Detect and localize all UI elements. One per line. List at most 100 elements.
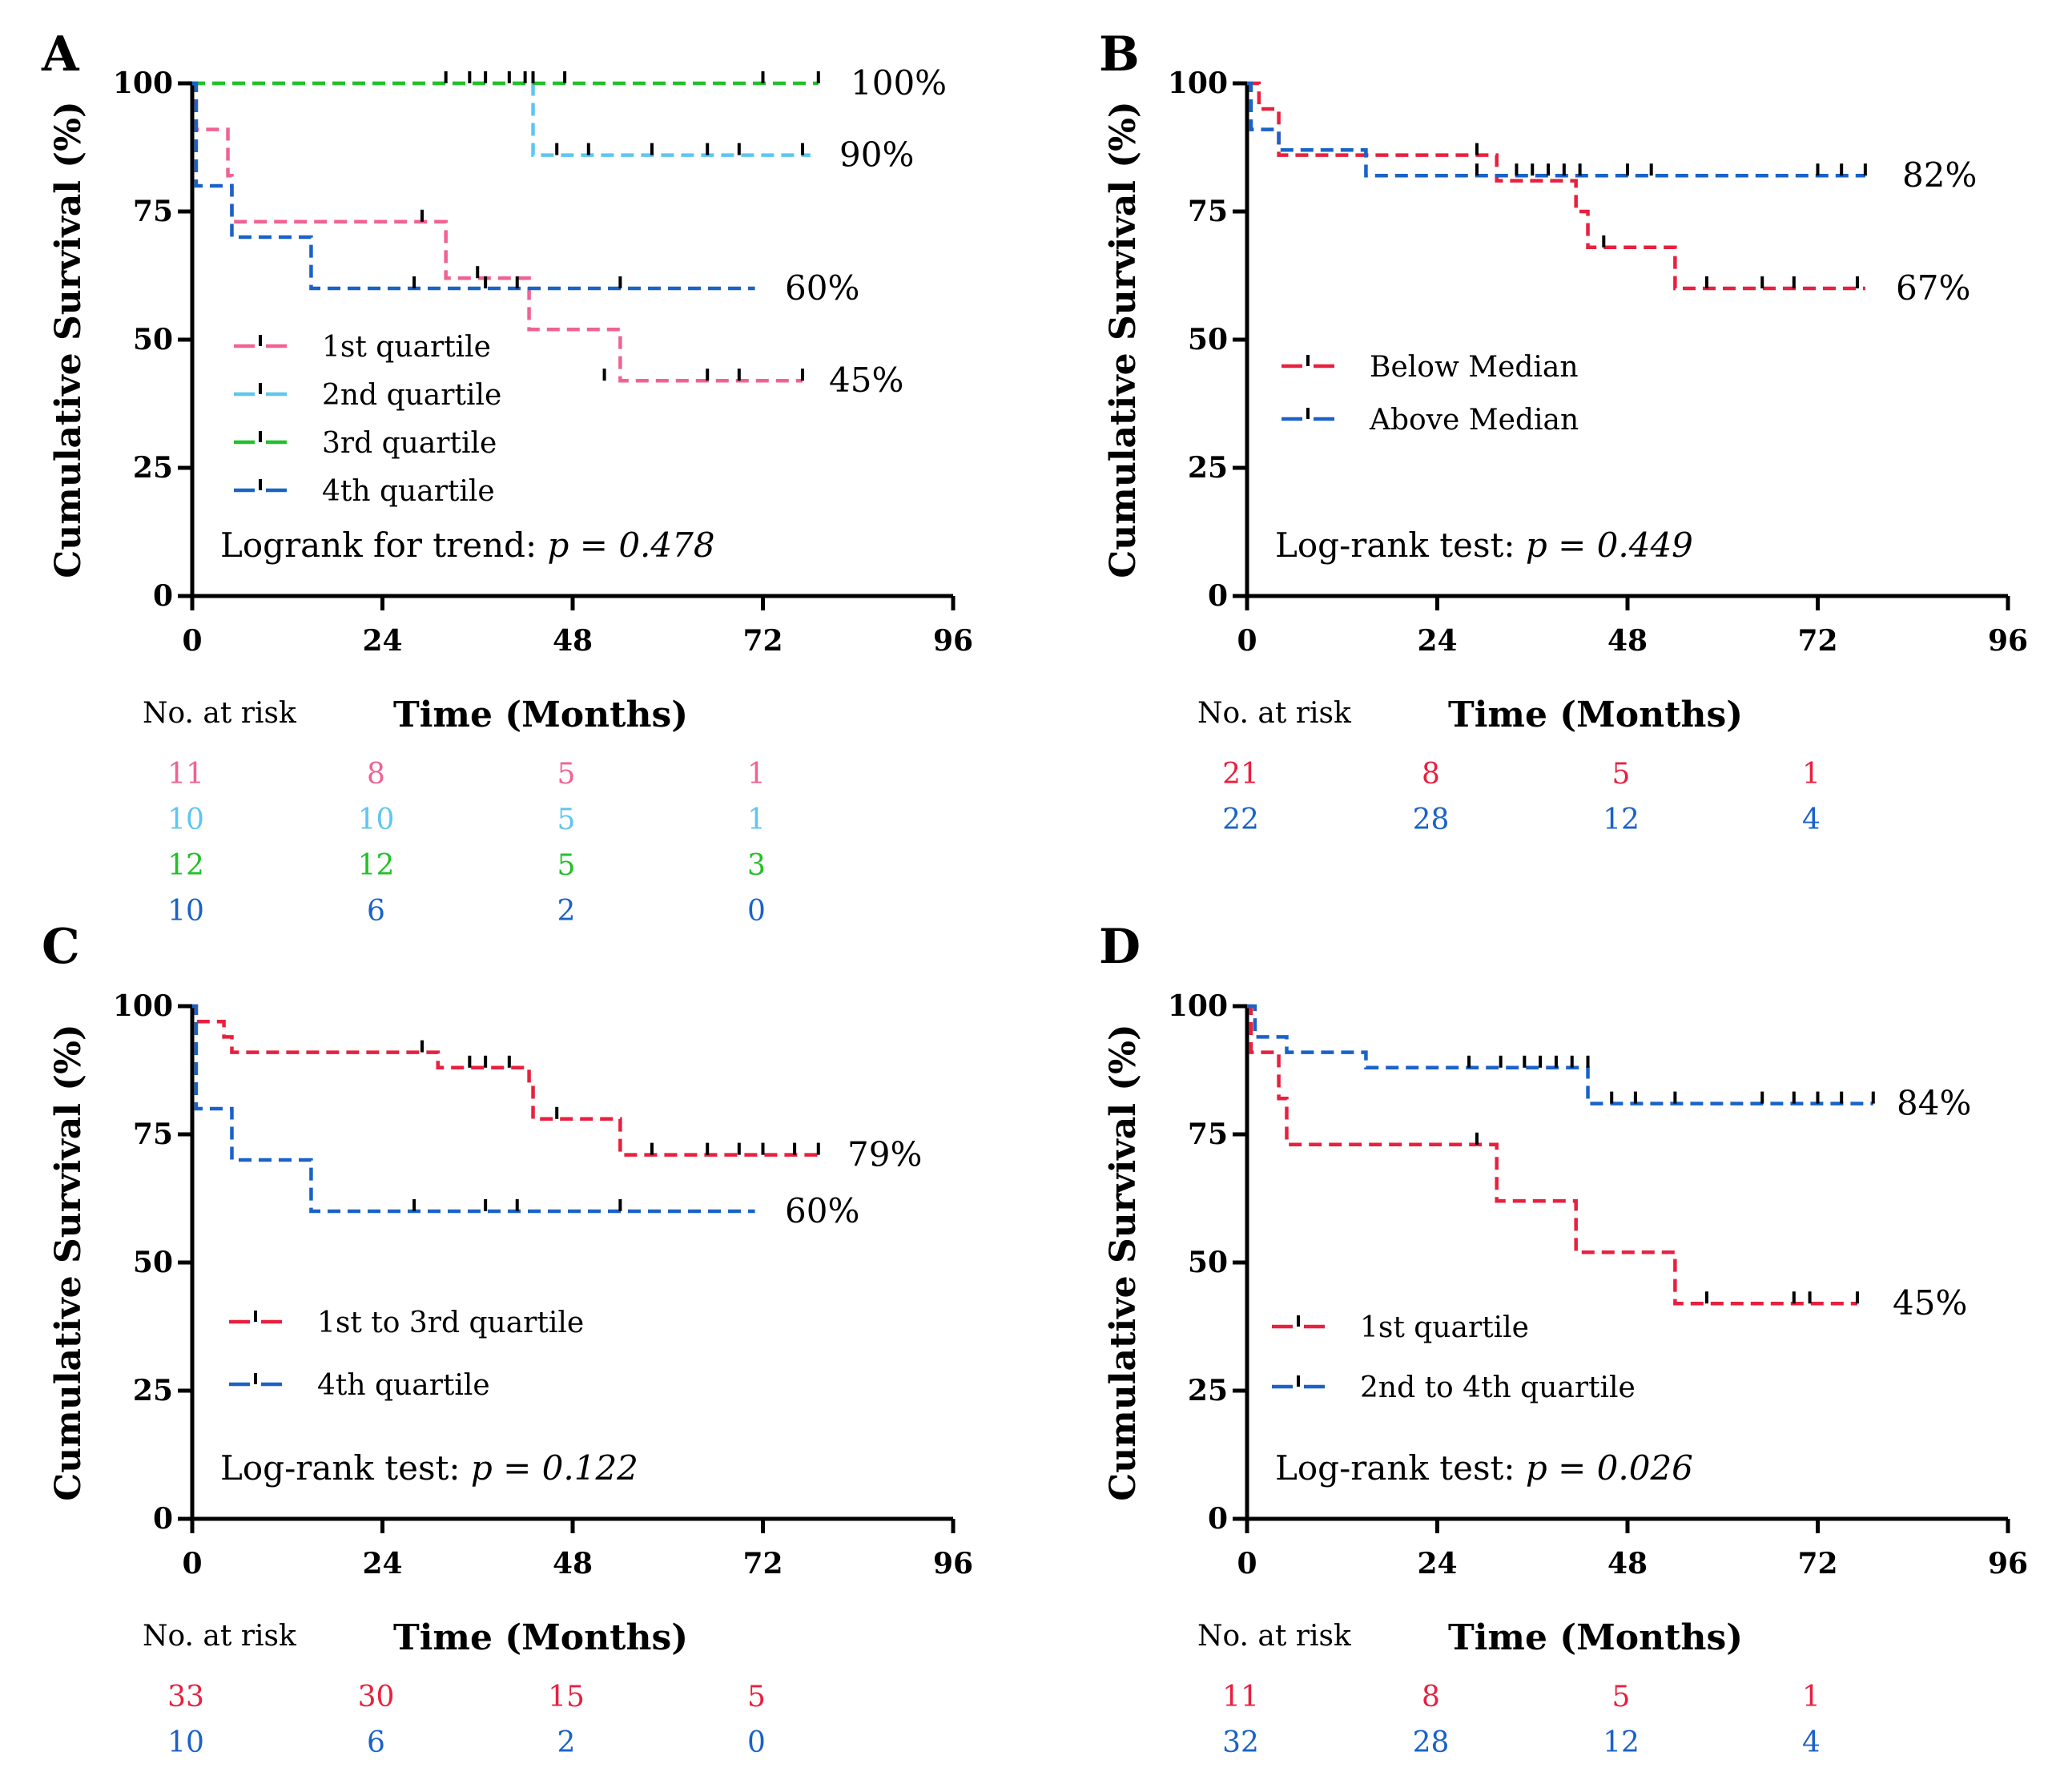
at-risk-value: 2 <box>557 895 576 928</box>
y-tick-label: 0 <box>153 579 173 613</box>
p-value: p = 0.478 <box>548 526 715 565</box>
survival-curve <box>192 81 755 291</box>
y-tick-label: 25 <box>133 451 173 485</box>
y-tick-label: 50 <box>1188 323 1228 356</box>
x-tick-label: 96 <box>1988 624 2028 658</box>
y-tick-label: 75 <box>1188 1117 1228 1151</box>
survival-curve <box>1247 1004 1873 1105</box>
y-tick-label: 100 <box>113 989 173 1023</box>
logrank-test-label: Log-rank test: <box>1275 1448 1526 1488</box>
x-tick-label: 24 <box>1417 624 1457 658</box>
series-3rd-quartile: 100% 3rd quartile 12 12 5 3 <box>167 63 947 882</box>
x-tick-label: 72 <box>1797 1547 1837 1581</box>
end-percent-label: 79% <box>847 1135 922 1174</box>
at-risk-value: 5 <box>557 849 576 882</box>
y-tick-label: 100 <box>113 66 173 100</box>
series-1st-to-3rd-quartile: 79% 1st to 3rd quartile 33 30 15 5 <box>167 1004 922 1713</box>
end-percent-label: 100% <box>851 63 947 103</box>
series-1st-quartile: 45% 1st quartile 11 8 5 1 <box>1222 1004 1967 1713</box>
panel-letter: A <box>41 26 80 83</box>
at-risk-value: 6 <box>367 895 385 928</box>
at-risk-value: 28 <box>1413 1726 1450 1759</box>
at-risk-value: 10 <box>167 803 204 836</box>
end-percent-label: 90% <box>839 135 914 175</box>
y-tick-label: 25 <box>1188 1374 1228 1407</box>
logrank-test-label: Log-rank test: <box>1275 526 1526 565</box>
y-tick-label: 50 <box>1188 1246 1228 1279</box>
panel-letter: B <box>1099 26 1140 83</box>
legend-label: 1st quartile <box>1360 1311 1529 1344</box>
series-1st-quartile: 45% 1st quartile 11 8 5 1 <box>167 81 903 791</box>
at-risk-value: 5 <box>557 803 576 836</box>
survival-curve <box>1247 1004 1857 1306</box>
x-tick-label: 48 <box>553 624 593 658</box>
legend-label: 4th quartile <box>317 1369 490 1402</box>
x-tick-label: 96 <box>933 1547 973 1581</box>
logrank-test-label: Logrank for trend: <box>220 526 548 565</box>
x-axis-title: Time (Months) <box>1448 1617 1743 1658</box>
x-tick-label: 0 <box>182 1547 202 1581</box>
survival-curve <box>192 81 803 383</box>
end-percent-label: 84% <box>1897 1084 1971 1123</box>
at-risk-value: 12 <box>358 849 395 882</box>
x-tick-label: 24 <box>362 624 402 658</box>
p-value: p = 0.026 <box>1526 1448 1693 1488</box>
at-risk-value: 1 <box>747 803 766 836</box>
x-tick-label: 96 <box>1988 1547 2028 1581</box>
at-risk-value: 2 <box>557 1726 576 1759</box>
x-tick-label: 48 <box>1607 624 1648 658</box>
y-axis-title: Cumulative Survival (%) <box>48 1024 89 1500</box>
at-risk-value: 33 <box>167 1681 204 1713</box>
survival-curve <box>192 1004 819 1157</box>
at-risk-value: 5 <box>1612 1681 1631 1713</box>
x-axis-title: Time (Months) <box>393 1617 688 1658</box>
x-tick-label: 0 <box>1237 624 1257 658</box>
at-risk-value: 8 <box>1422 1681 1440 1713</box>
x-axis-title: Time (Months) <box>1448 695 1743 735</box>
y-tick-label: 75 <box>133 1117 173 1151</box>
y-tick-label: 50 <box>133 323 173 356</box>
legend-label: Above Median <box>1369 404 1579 437</box>
y-tick-label: 25 <box>1188 451 1228 485</box>
x-tick-label: 24 <box>1417 1547 1457 1581</box>
end-percent-label: 60% <box>785 1191 859 1230</box>
x-tick-label: 72 <box>742 624 783 658</box>
at-risk-value: 10 <box>167 895 204 928</box>
survival-curve <box>192 81 811 157</box>
logrank-test-label: Log-rank test: <box>220 1448 471 1488</box>
end-percent-label: 82% <box>1902 155 1977 195</box>
at-risk-value: 10 <box>358 803 395 836</box>
y-tick-label: 25 <box>133 1374 173 1407</box>
x-tick-label: 48 <box>1607 1547 1648 1581</box>
at-risk-value: 8 <box>1422 758 1440 791</box>
x-tick-label: 48 <box>553 1547 593 1581</box>
end-percent-label: 45% <box>829 360 903 400</box>
at-risk-value: 8 <box>367 758 385 791</box>
y-tick-label: 0 <box>1208 579 1228 613</box>
at-risk-value: 0 <box>747 1726 766 1759</box>
at-risk-value: 11 <box>1222 1681 1259 1713</box>
x-tick-label: 0 <box>182 624 202 658</box>
y-axis-title: Cumulative Survival (%) <box>1103 101 1144 578</box>
x-tick-label: 0 <box>1237 1547 1257 1581</box>
legend-label: Below Median <box>1370 351 1579 384</box>
at-risk-value: 12 <box>1603 1726 1640 1759</box>
at-risk-header: No. at risk <box>143 1620 297 1653</box>
y-tick-label: 100 <box>1168 989 1228 1023</box>
at-risk-value: 4 <box>1802 1726 1821 1759</box>
logrank-test-text: Log-rank test: p = 0.122 <box>220 1448 638 1488</box>
at-risk-value: 1 <box>1802 758 1821 791</box>
at-risk-value: 21 <box>1222 758 1259 791</box>
at-risk-value: 32 <box>1222 1726 1259 1759</box>
at-risk-value: 22 <box>1222 803 1259 836</box>
y-tick-label: 100 <box>1168 66 1228 100</box>
end-percent-label: 67% <box>1896 268 1970 308</box>
legend-label: 3rd quartile <box>322 427 497 460</box>
